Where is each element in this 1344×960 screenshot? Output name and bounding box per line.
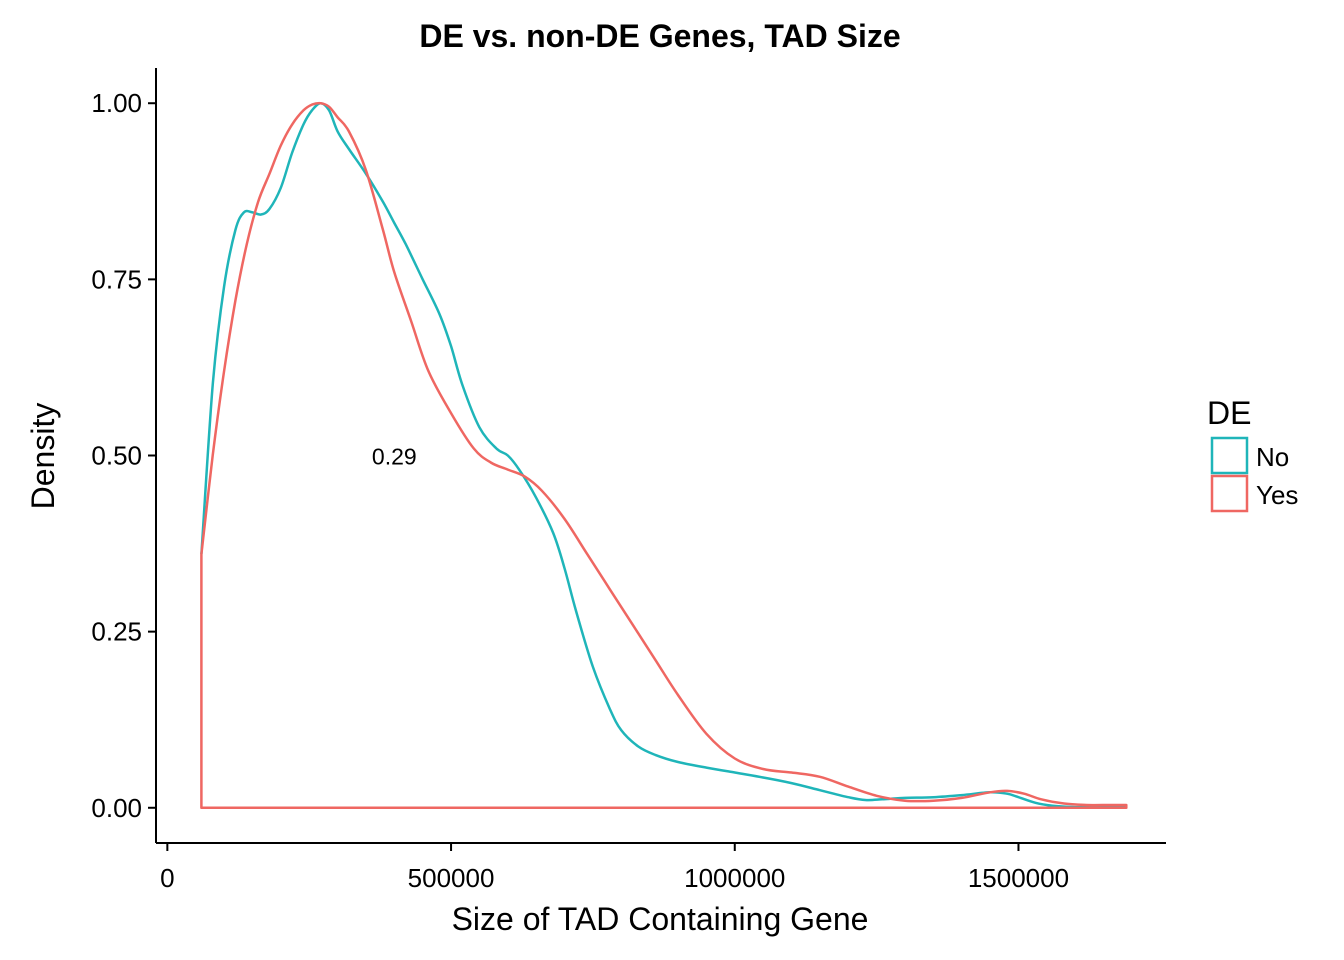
y-axis-ticks: 0.00 0.25 0.50 0.75 1.00	[91, 88, 156, 823]
chart-title: DE vs. non-DE Genes, TAD Size	[419, 18, 900, 54]
y-axis-title: Density	[25, 403, 61, 510]
y-tick-label: 0.25	[91, 617, 142, 647]
x-axis-title: Size of TAD Containing Gene	[452, 901, 869, 937]
legend: DE No Yes	[1207, 395, 1298, 513]
annotation-value: 0.29	[372, 444, 417, 470]
series-line-yes	[200, 101, 1128, 810]
legend-key-no	[1210, 436, 1249, 475]
legend-label-yes: Yes	[1256, 480, 1298, 510]
series-line-no	[200, 101, 1127, 809]
plot-lines	[200, 101, 1128, 810]
y-tick-label: 1.00	[91, 88, 142, 118]
legend-title: DE	[1207, 395, 1251, 431]
legend-label-no: No	[1256, 442, 1289, 472]
legend-key-yes	[1210, 474, 1249, 513]
x-axis-ticks: 0 500000 1000000 1500000	[160, 843, 1069, 893]
y-tick-label: 0.00	[91, 793, 142, 823]
y-tick-label: 0.50	[91, 441, 142, 471]
x-tick-label: 500000	[408, 863, 495, 893]
x-tick-label: 1000000	[684, 863, 785, 893]
y-tick-label: 0.75	[91, 264, 142, 294]
x-tick-label: 1500000	[968, 863, 1069, 893]
x-tick-label: 0	[160, 863, 174, 893]
